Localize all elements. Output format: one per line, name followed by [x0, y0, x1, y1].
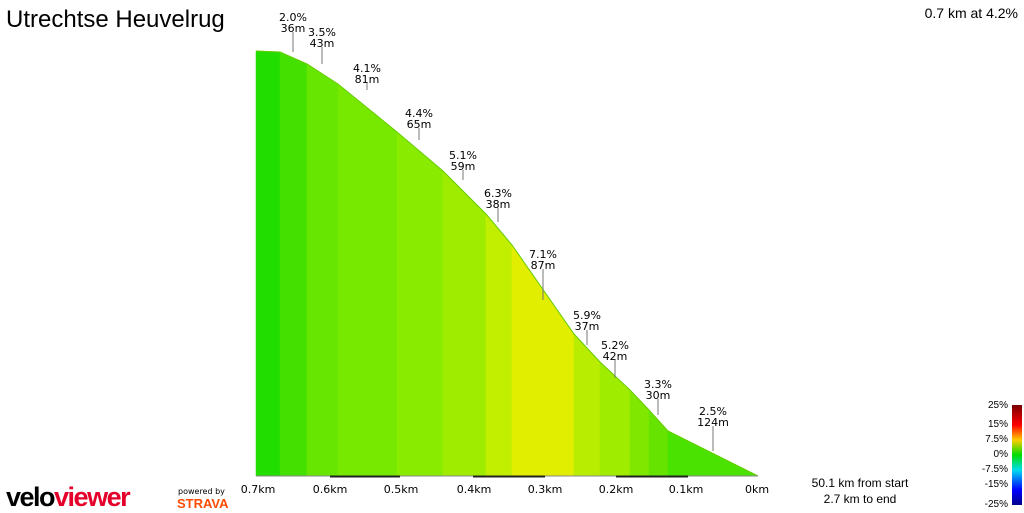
- powered-by-text: powered by: [178, 487, 225, 496]
- segment-length: 42m: [603, 350, 628, 363]
- legend-label: 7.5%: [985, 434, 1008, 445]
- segment-grade: 5.9%: [573, 309, 601, 322]
- veloviewer-logo[interactable]: veloviewer: [6, 482, 131, 512]
- segment-grade: 5.2%: [601, 339, 629, 352]
- gradient-band: [279, 51, 308, 477]
- segment-grade: 6.3%: [484, 187, 512, 200]
- gradient-band: [337, 83, 398, 477]
- gradient-band: [442, 170, 487, 477]
- segment-grade: 3.3%: [644, 378, 672, 391]
- gradient-band: [485, 213, 513, 477]
- to-end-text: 2.7 km to end: [823, 492, 897, 506]
- gradient-legend: [1012, 405, 1022, 505]
- x-tick-label: 0.2km: [599, 483, 634, 496]
- x-tick-label: 0.4km: [457, 483, 492, 496]
- x-tick-label: 0.1km: [669, 483, 704, 496]
- segment-length: 37m: [575, 320, 600, 333]
- segment-grade: 3.5%: [308, 26, 336, 39]
- x-tick-label: 0.3km: [528, 483, 563, 496]
- gradient-band: [573, 333, 601, 477]
- legend-label: -25%: [984, 499, 1008, 510]
- legend-label: -7.5%: [981, 464, 1008, 475]
- segment-length: 81m: [355, 73, 380, 86]
- profile-line: [255, 50, 759, 477]
- segment-summary: 0.7 km at 4.2%: [924, 5, 1018, 21]
- segment-grade: 5.1%: [449, 149, 477, 162]
- segment-length: 87m: [531, 259, 556, 272]
- gradient-band: [629, 389, 650, 477]
- gradient-band: [306, 63, 339, 477]
- segment-length: 59m: [451, 160, 476, 173]
- gradient-band: [599, 361, 631, 477]
- legend-label: 25%: [987, 400, 1008, 411]
- gradient-band: [255, 50, 281, 477]
- segment-grade: 7.1%: [529, 248, 557, 261]
- segment-title: Utrechtse Heuvelrug: [6, 6, 225, 33]
- segment-grade: 2.0%: [279, 11, 307, 24]
- segment-length: 65m: [407, 118, 432, 131]
- legend-label: 0%: [993, 449, 1008, 460]
- x-tick-label: 0.5km: [384, 483, 419, 496]
- segment-length: 30m: [646, 389, 671, 402]
- segment-length: 38m: [486, 198, 511, 211]
- from-start-text: 50.1 km from start: [811, 476, 909, 490]
- segment-length: 36m: [281, 22, 306, 35]
- segment-length: 124m: [697, 416, 729, 429]
- x-tick-label: 0.6km: [313, 483, 348, 496]
- legend-label: -15%: [984, 479, 1008, 490]
- strava-logo[interactable]: STRAVA: [177, 496, 229, 511]
- segment-grade: 2.5%: [699, 405, 727, 418]
- gradient-band: [396, 131, 444, 477]
- legend-label: 15%: [987, 419, 1008, 430]
- x-tick-label: 0km: [745, 483, 769, 496]
- segment-length: 43m: [310, 37, 335, 50]
- x-tick-label: 0.7km: [241, 483, 276, 496]
- segment-grade: 4.1%: [353, 62, 381, 75]
- segment-grade: 4.4%: [405, 107, 433, 120]
